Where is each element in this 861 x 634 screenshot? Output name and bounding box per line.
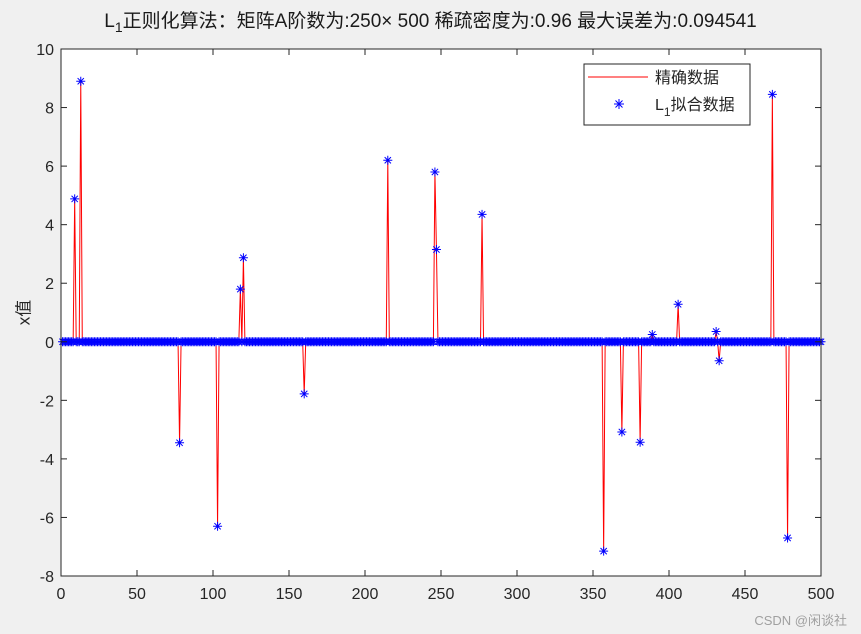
y-tick-label: -8	[40, 569, 54, 586]
x-tick-label: 400	[656, 586, 683, 603]
x-tick-label: 350	[580, 586, 607, 603]
legend[interactable]: 精确数据 L1拟合数据	[583, 63, 751, 126]
y-tick-label: -2	[40, 393, 54, 410]
legend-label-exact: 精确数据	[655, 69, 719, 87]
axes-background	[61, 49, 821, 576]
y-tick-label: 6	[45, 159, 54, 176]
y-tick-label: 4	[45, 218, 54, 235]
x-tick-label: 250	[428, 586, 455, 603]
series-layer	[58, 76, 826, 556]
y-tick-label: 8	[45, 101, 54, 118]
y-tick-label: -4	[40, 452, 54, 469]
y-tick-label: 10	[36, 42, 54, 59]
x-tick-label: 200	[352, 586, 379, 603]
chart-title: L1正则化算法：矩阵A阶数为:250× 500 稀疏密度为:0.96 最大误差为…	[104, 11, 757, 35]
x-tick-label: 300	[504, 586, 531, 603]
x-tick-label: 450	[732, 586, 759, 603]
x-tick-label: 100	[200, 586, 227, 603]
y-tick-label: -6	[40, 510, 54, 527]
x-tick-label: 50	[128, 586, 146, 603]
asterisk-marker-icon	[614, 99, 624, 109]
x-tick-label: 150	[276, 586, 303, 603]
y-tick-label: 0	[45, 335, 54, 352]
x-tick-label: 500	[808, 586, 835, 603]
y-tick-label: 2	[45, 276, 54, 293]
watermark: CSDN @闲谈社	[754, 613, 847, 628]
x-tick-label: 0	[57, 586, 66, 603]
legend-label-fit: L1拟合数据	[655, 96, 735, 119]
axes: 0 50 100 150 200 250 300 350 400 450 500 -8 -6 -4 -2 0 2…	[36, 42, 834, 603]
fit-data-markers	[58, 76, 826, 556]
